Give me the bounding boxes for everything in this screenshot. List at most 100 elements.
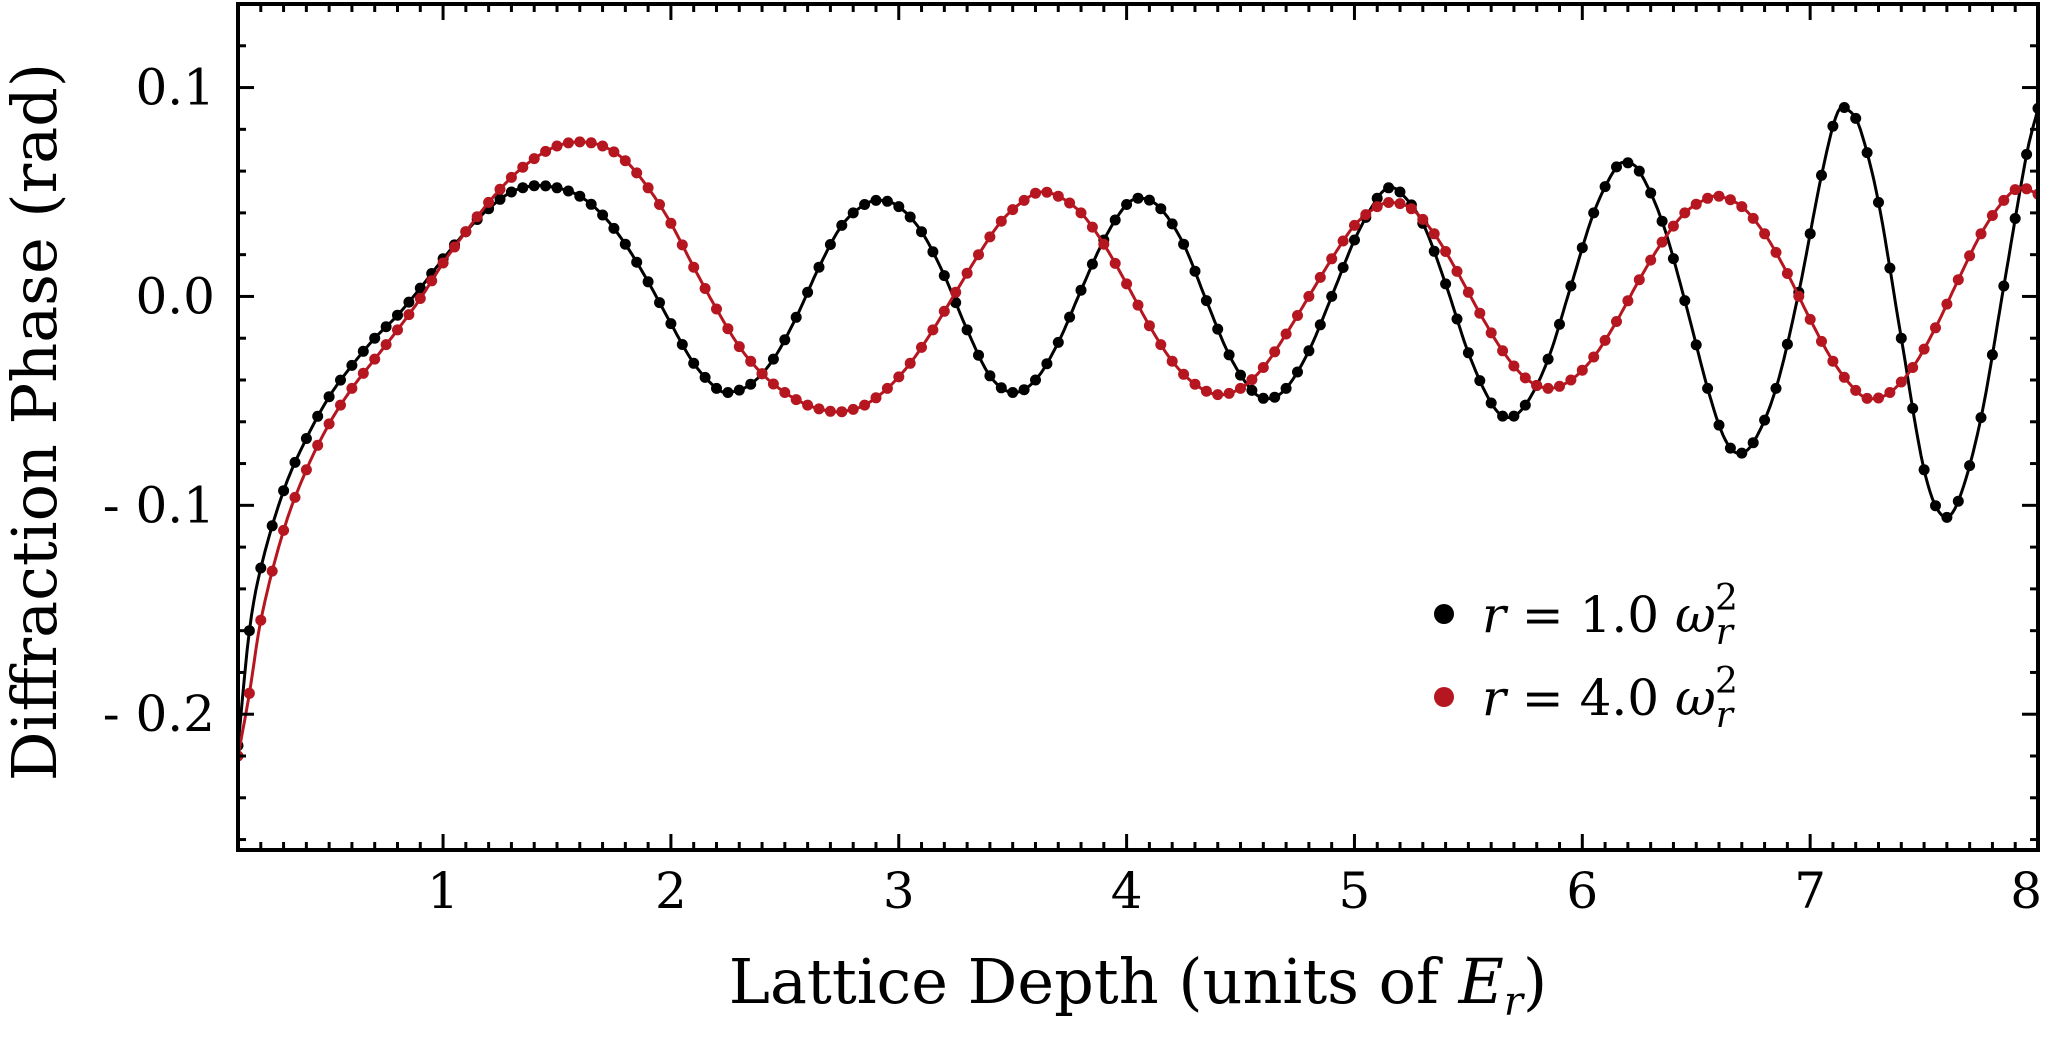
series-2-point [1895,376,1907,388]
series-1-point [1178,238,1190,250]
series-1-point [1337,262,1349,273]
series-2-point [1793,290,1805,302]
series-2-point [1759,228,1771,240]
series-1-point [779,334,791,346]
series-2-point [1440,246,1452,257]
series-1-point [1064,311,1076,323]
legend: r = 1.0 ωr2 r = 4.0 ωr2 [1434,578,1738,736]
series-2-point [1508,360,1520,372]
series-2-point [449,241,460,253]
series-2-point [1143,320,1155,332]
series-1-point [357,345,369,357]
series-1-point [1975,412,1987,424]
y-tick-label: - 0.2 [103,685,215,743]
series-2-point [289,491,301,503]
series-1-point [745,378,757,390]
series-1-point [1667,253,1679,265]
series-1-point [1702,382,1714,394]
series-1-point [562,185,574,197]
series-2-point [1178,368,1190,380]
plot-frame [236,2,2040,852]
series-2-point [938,305,950,317]
series-1-point [1508,410,1520,422]
series-2-point [1303,290,1315,302]
series-2-point [1394,198,1406,210]
series-2-point [1884,387,1896,398]
series-1-point [1052,336,1064,348]
series-1-point [1645,187,1657,199]
series-2-point [711,303,722,315]
series-2-point [950,286,962,298]
series-1-point [881,195,893,207]
series-2-point [1223,387,1235,399]
series-2-point [1189,378,1201,390]
series-2-point [1497,345,1509,357]
series-2-point [574,136,586,148]
series-1-point [938,270,950,282]
series-2-point [1986,210,1998,221]
x-tick-label: 6 [1566,862,1598,920]
legend-marker-series-1 [1434,604,1454,624]
series-2-point [631,167,643,179]
series-1-point [1371,192,1383,204]
series-2-point [1667,220,1679,232]
series-2-point [1474,307,1486,319]
series-2-point [813,403,825,415]
series-1-point [1964,460,1976,472]
series-2-point [1781,268,1793,279]
series-2-point [403,309,415,321]
series-1-point [836,219,848,231]
series-1-point [1724,442,1736,454]
series-2-point [1656,236,1668,248]
series-1-point [1542,353,1554,365]
series-2-point [1531,379,1543,391]
series-2-point [1360,209,1372,221]
series-2-point [540,145,552,157]
series-1-point [631,256,643,268]
series-2-point [995,215,1007,227]
series-2-point [608,146,620,158]
series-2-point [1542,382,1554,394]
series-2-point [767,378,779,390]
series-2-point [1246,374,1258,386]
series-2-point [1554,380,1565,392]
series-1-point [266,520,278,532]
series-1-point [1565,280,1577,292]
series-2-point [255,614,267,626]
series-2-point [1827,355,1839,367]
series-1-point [1599,181,1611,193]
series-2-point [779,387,791,398]
series-1-point [323,391,335,403]
series-2-point [733,341,745,353]
series-1-point [1314,319,1326,331]
series-2-point [278,524,290,536]
series-2-point [1599,334,1611,346]
series-2-point [1861,392,1873,404]
series-1-point [392,309,403,321]
series-2-point [1519,372,1531,384]
series-2-point [676,239,688,251]
series-1-point [300,433,312,444]
series-2-point [1702,192,1714,204]
series-1-point [1257,392,1269,404]
series-2-point [414,293,426,304]
series-1-point [1986,349,1998,361]
series-2-point [483,196,495,208]
series-1-point [255,562,267,574]
x-tick-label: 7 [1794,862,1826,920]
series-1-point [1018,384,1030,396]
series-1-point [1770,382,1782,394]
series-1-point [380,321,392,333]
series-2-point [1235,382,1246,394]
series-2-point [1964,250,1976,262]
series-2-point [1690,198,1702,210]
y-tick-label: 0.0 [135,267,215,325]
series-1-point [1326,290,1338,302]
series-1-point [654,297,665,309]
series-1-point [1166,218,1178,230]
series-2-point [1257,362,1269,373]
series-1-point [1747,437,1759,449]
legend-marker-series-2 [1434,687,1454,707]
series-2-point [1565,374,1577,386]
series-2-point [1007,204,1019,216]
